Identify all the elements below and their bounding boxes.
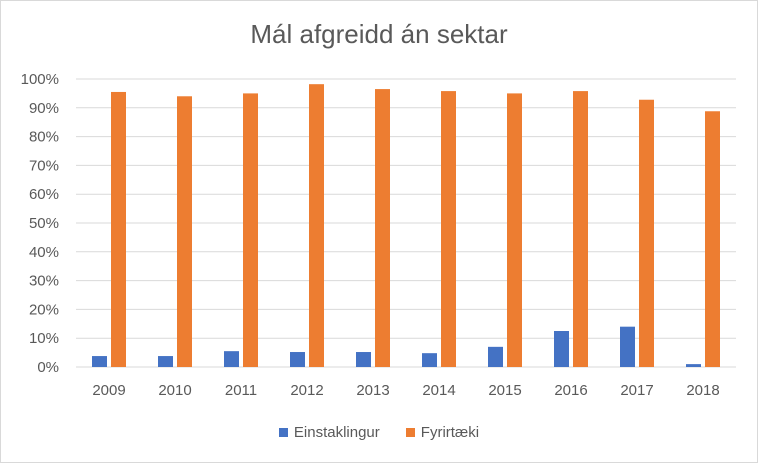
chart-title: Mál afgreidd án sektar xyxy=(250,19,508,49)
y-tick-label: 20% xyxy=(29,301,59,318)
y-tick-label: 50% xyxy=(29,215,59,232)
bar-fyrirtaeki-2014 xyxy=(441,91,456,367)
bar-fyrirtaeki-2011 xyxy=(243,93,258,368)
x-tick-label: 2012 xyxy=(290,382,323,399)
x-tick-label: 2009 xyxy=(92,382,125,399)
x-tick-label: 2018 xyxy=(686,382,719,399)
bar-einstaklingur-2009 xyxy=(92,356,107,367)
bars xyxy=(92,84,720,368)
bar-einstaklingur-2012 xyxy=(290,352,305,367)
y-tick-label: 100% xyxy=(21,71,59,88)
bar-einstaklingur-2011 xyxy=(224,351,239,367)
y-tick-label: 70% xyxy=(29,157,59,174)
grid-lines xyxy=(76,78,736,368)
bar-einstaklingur-2014 xyxy=(422,353,437,367)
bar-fyrirtaeki-2017 xyxy=(639,99,654,368)
bar-einstaklingur-2018 xyxy=(686,364,701,367)
bar-einstaklingur-2017 xyxy=(620,326,635,367)
y-tick-label: 0% xyxy=(37,359,59,376)
bar-fyrirtaeki-2009 xyxy=(111,91,126,368)
legend: Einstaklingur Fyrirtæki xyxy=(1,424,757,441)
x-tick-label: 2010 xyxy=(158,382,191,399)
bar-fyrirtaeki-2016 xyxy=(573,91,588,367)
x-tick-label: 2011 xyxy=(225,382,257,399)
x-tick-label: 2016 xyxy=(554,382,587,399)
y-tick-label: 80% xyxy=(29,129,59,146)
bar-fyrirtaeki-2012 xyxy=(309,84,324,368)
y-tick-label: 40% xyxy=(29,244,59,261)
legend-swatch-einstaklingur xyxy=(278,428,288,437)
y-axis-tick-labels: 0% 10% 20% 30% 40% 50% 60% 70% 80% 90% 100% xyxy=(21,71,59,376)
y-tick-label: 30% xyxy=(29,273,59,290)
x-tick-label: 2013 xyxy=(356,382,389,399)
legend-label-einstaklingur: Einstaklingur xyxy=(293,424,380,441)
bar-fyrirtaeki-2018 xyxy=(705,111,720,367)
bar-einstaklingur-2013 xyxy=(356,352,371,367)
bar-einstaklingur-2015 xyxy=(488,346,503,367)
x-axis-tick-labels: 2009 2010 2011 2012 2013 2014 2015 2016 2017 2018 xyxy=(92,382,719,399)
legend-item-fyrirtaeki: Fyrirtæki xyxy=(405,424,480,441)
bar-einstaklingur-2016 xyxy=(554,331,569,367)
bar-einstaklingur-2010 xyxy=(158,356,173,367)
bar-fyrirtaeki-2013 xyxy=(375,89,390,367)
bar-fyrirtaeki-2015 xyxy=(507,93,522,368)
x-tick-label: 2014 xyxy=(422,382,455,399)
x-tick-label: 2017 xyxy=(620,382,653,399)
x-tick-label: 2015 xyxy=(488,382,521,399)
y-tick-label: 60% xyxy=(29,186,59,203)
legend-item-einstaklingur: Einstaklingur xyxy=(278,424,380,441)
y-tick-label: 90% xyxy=(29,100,59,117)
bar-fyrirtaeki-2010 xyxy=(177,96,192,367)
legend-swatch-fyrirtaeki xyxy=(405,428,415,437)
y-tick-label: 10% xyxy=(29,330,59,347)
legend-label-fyrirtaeki: Fyrirtæki xyxy=(420,424,480,441)
